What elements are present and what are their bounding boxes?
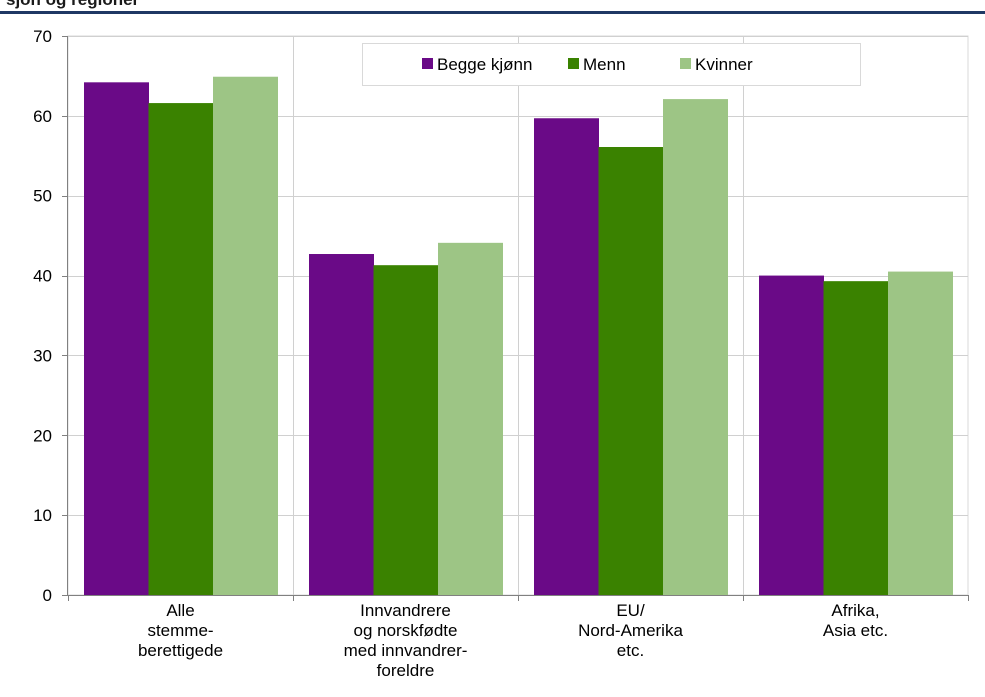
header-strip: sjon og regioner bbox=[0, 0, 985, 14]
x-category-label: Innvandrere bbox=[360, 601, 451, 620]
bar bbox=[373, 265, 439, 595]
bar bbox=[438, 242, 503, 595]
y-tick-label: 50 bbox=[33, 187, 52, 206]
bar bbox=[213, 76, 278, 595]
y-tick-label: 10 bbox=[33, 506, 52, 525]
bar bbox=[759, 275, 824, 595]
y-tick-label: 40 bbox=[33, 267, 52, 286]
x-category-label: Asia etc. bbox=[823, 621, 888, 640]
legend-label: Menn bbox=[583, 55, 626, 74]
y-tick-label: 20 bbox=[33, 426, 52, 445]
legend-swatch bbox=[422, 58, 433, 69]
x-category-label: foreldre bbox=[377, 661, 435, 680]
x-category-label: stemme- bbox=[147, 621, 213, 640]
x-category-label: Alle bbox=[166, 601, 194, 620]
x-category-label: etc. bbox=[617, 641, 644, 660]
page-title: sjon og regioner bbox=[6, 0, 139, 10]
legend bbox=[362, 43, 861, 86]
legend-label: Begge kjønn bbox=[437, 55, 532, 74]
y-tick-label: 30 bbox=[33, 346, 52, 365]
bar bbox=[534, 118, 599, 595]
bar bbox=[598, 147, 664, 595]
x-category-label: EU/ bbox=[616, 601, 645, 620]
bar bbox=[84, 82, 149, 596]
legend-label: Kvinner bbox=[695, 55, 753, 74]
x-category-label: berettigede bbox=[138, 641, 223, 660]
legend-swatch bbox=[568, 58, 579, 69]
x-category-label: med innvandrer- bbox=[344, 641, 468, 660]
bar bbox=[823, 281, 889, 595]
x-category-label: og norskfødte bbox=[354, 621, 458, 640]
y-tick-label: 70 bbox=[33, 27, 52, 46]
y-tick-label: 0 bbox=[43, 586, 52, 605]
y-tick-label: 60 bbox=[33, 107, 52, 126]
header-rule bbox=[0, 11, 985, 14]
bar bbox=[888, 271, 953, 595]
bar bbox=[663, 99, 728, 595]
bar bbox=[309, 254, 374, 595]
legend-swatch bbox=[680, 58, 691, 69]
x-category-label: Afrika, bbox=[831, 601, 879, 620]
bar bbox=[148, 103, 214, 595]
x-category-label: Nord-Amerika bbox=[578, 621, 683, 640]
